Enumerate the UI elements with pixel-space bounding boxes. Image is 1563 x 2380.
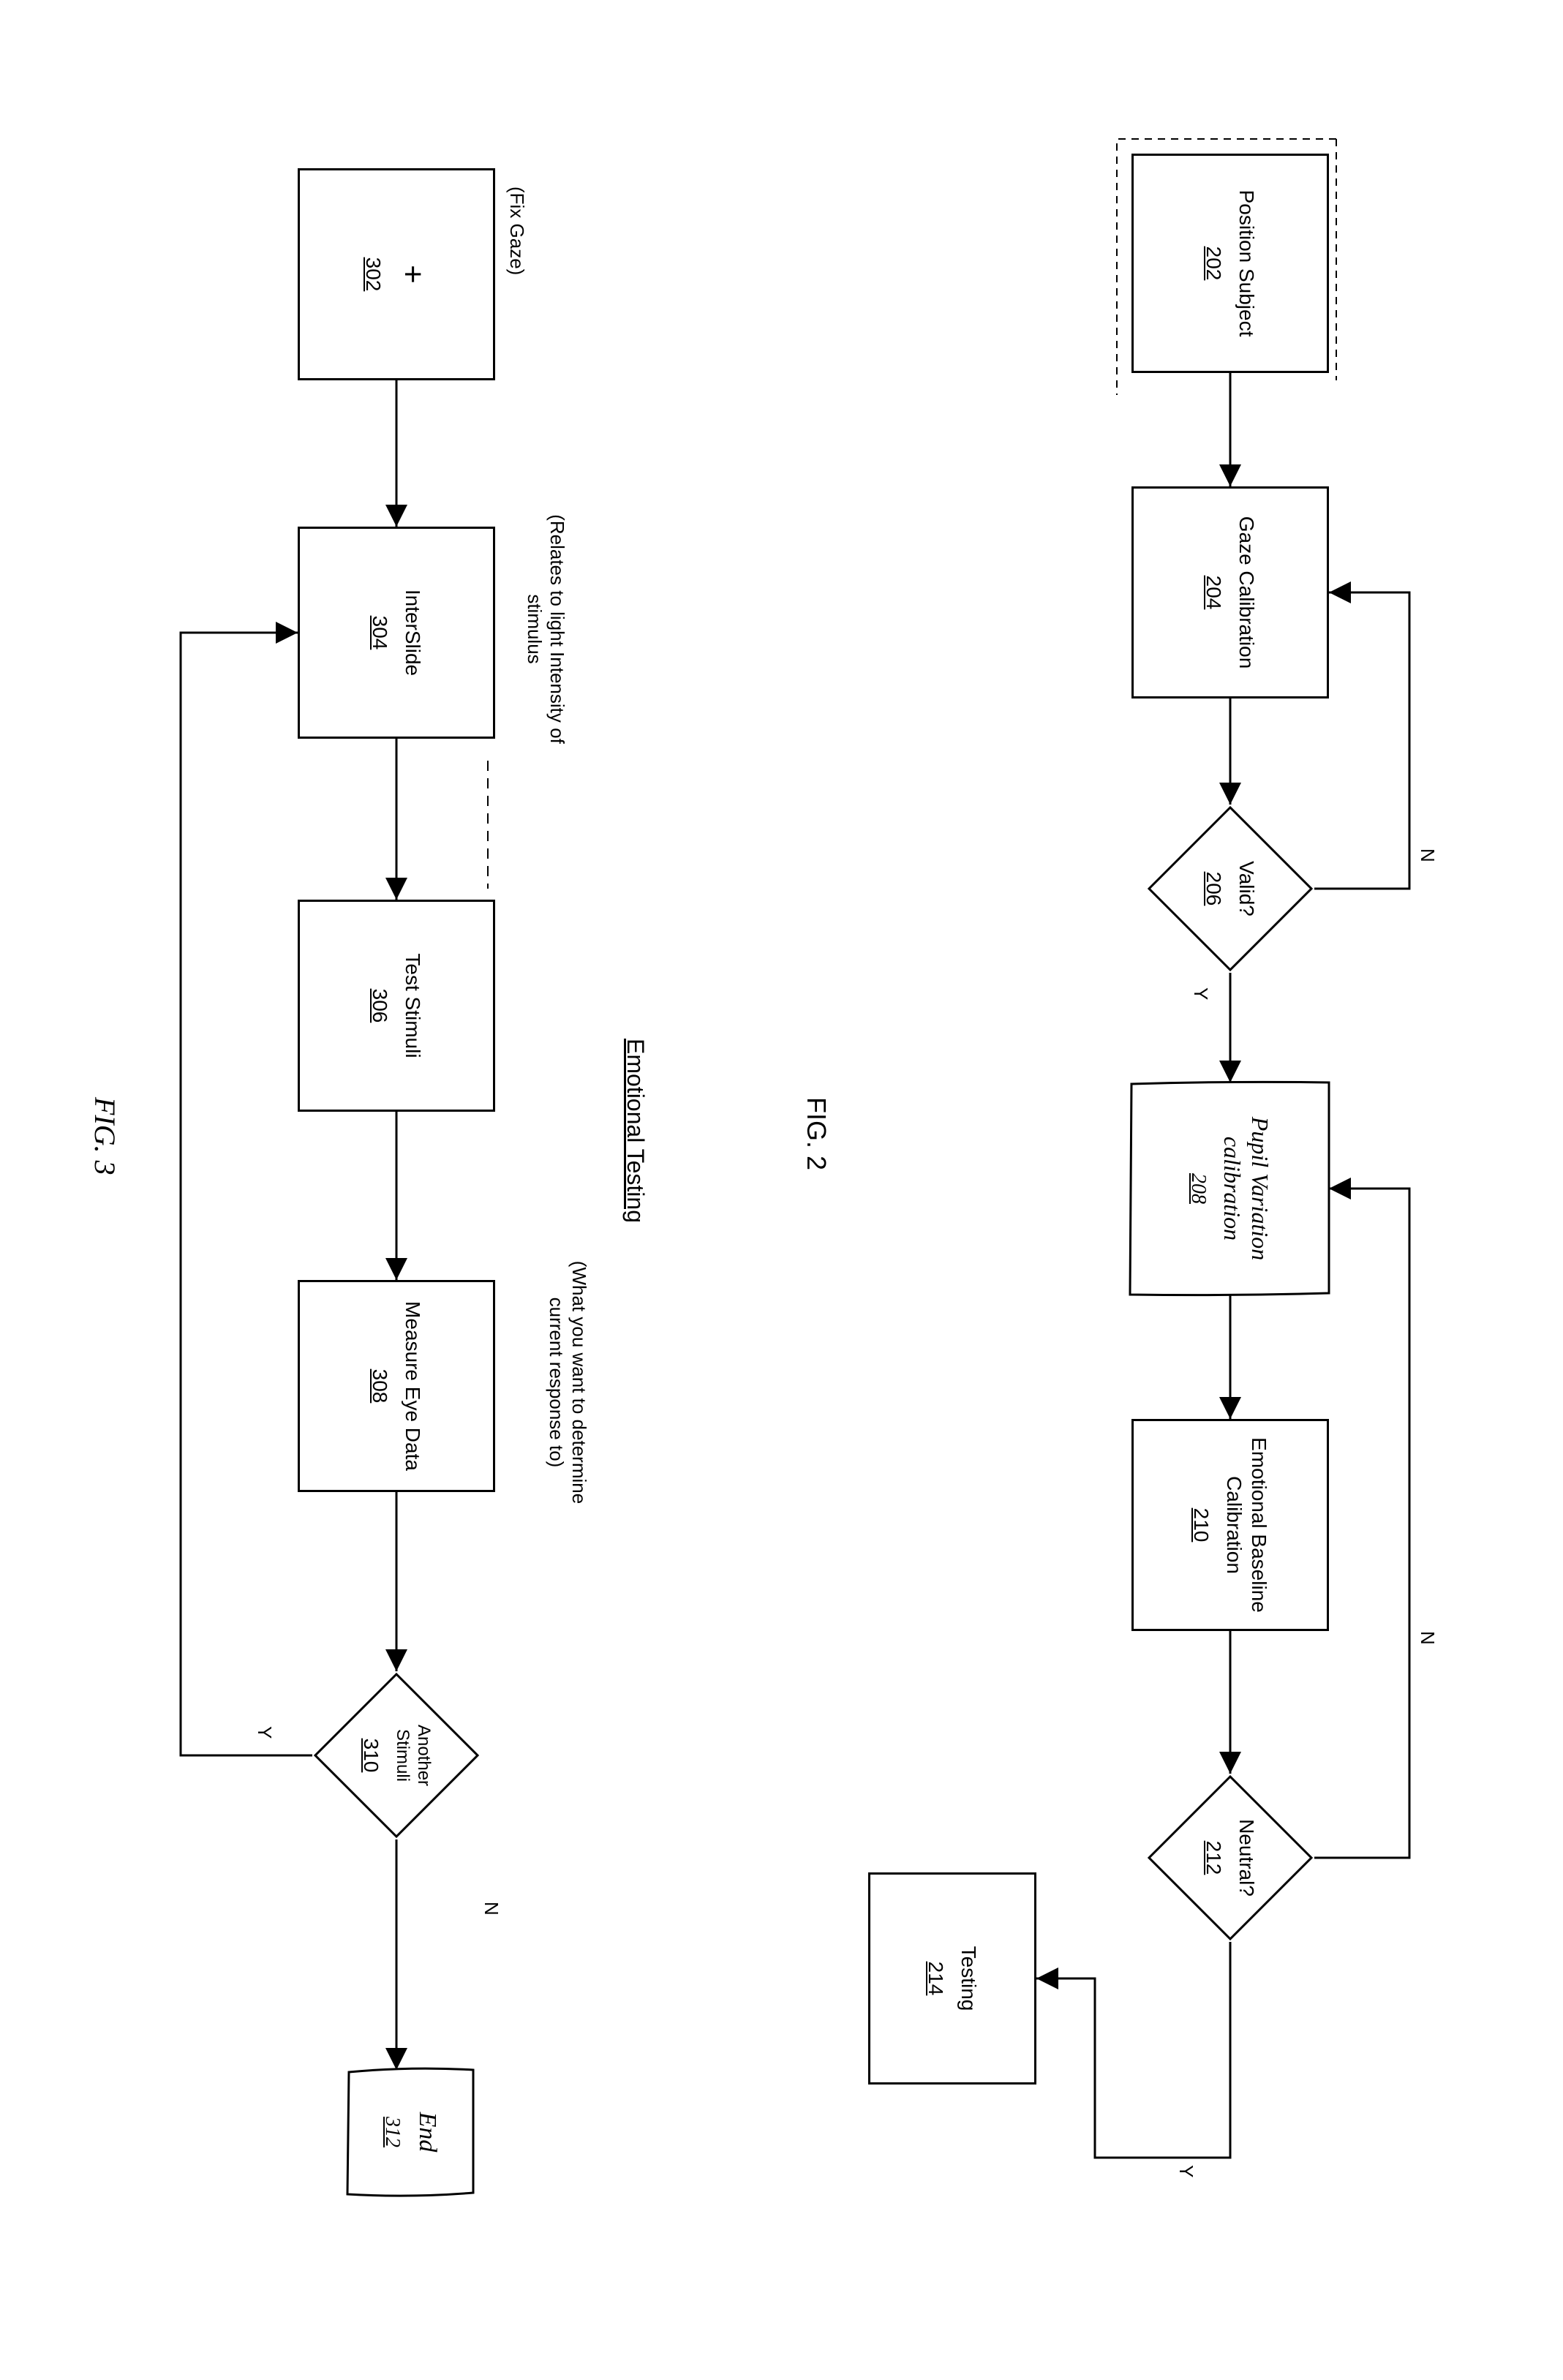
- node-number: 212: [1202, 1841, 1225, 1875]
- annot-light-intensity: (Relates to light Intensity of stimulus: [523, 512, 568, 746]
- fig3-title: Emotional Testing: [622, 1039, 649, 1223]
- node-number: 210: [1189, 1508, 1213, 1543]
- node-number: 308: [368, 1369, 391, 1404]
- node-number: 204: [1202, 576, 1225, 610]
- fig3-label: FIG. 3: [88, 1097, 122, 1175]
- node-label: Position Subject: [1234, 190, 1259, 337]
- node-pupil-variation: Pupil Variation calibration 208: [1131, 1082, 1329, 1295]
- node-number: 302: [361, 257, 385, 292]
- page-canvas: Position Subject 202 Gaze Calibration 20…: [0, 0, 1563, 2380]
- annot-fix-gaze: (Fix Gaze): [505, 187, 528, 275]
- edge-label-y: Y: [1175, 2165, 1197, 2177]
- node-label: Pupil Variation calibration: [1219, 1090, 1275, 1287]
- node-label: End: [413, 2112, 442, 2153]
- node-number: 304: [368, 616, 391, 650]
- node-valid-decision: Valid? 206: [1172, 830, 1289, 947]
- node-fix-gaze: + 302: [298, 168, 495, 380]
- node-label: Test Stimuli: [400, 953, 425, 1058]
- node-label: Gaze Calibration: [1234, 516, 1259, 669]
- node-neutral-decision: Neutral? 212: [1172, 1799, 1289, 1916]
- node-label: Emotional Baseline Calibration: [1221, 1428, 1270, 1622]
- node-number: 214: [924, 1962, 947, 1996]
- node-position-subject: Position Subject 202: [1131, 154, 1329, 373]
- edge-label-y: Y: [253, 1726, 276, 1739]
- node-testing: Testing 214: [868, 1872, 1036, 2085]
- edge-label-y: Y: [1189, 987, 1212, 1000]
- node-emotional-baseline: Emotional Baseline Calibration 210: [1131, 1419, 1329, 1631]
- node-number: 208: [1186, 1173, 1210, 1204]
- node-number: 306: [368, 989, 391, 1023]
- edge-label-n: N: [480, 1902, 502, 1916]
- node-label: +: [393, 265, 432, 284]
- node-number: 206: [1202, 872, 1225, 906]
- fig2-label: FIG. 2: [801, 1097, 832, 1170]
- node-test-stimuli: Test Stimuli 306: [298, 900, 495, 1112]
- node-label: Valid?: [1234, 861, 1259, 916]
- node-label: Another Stimuli: [391, 1697, 434, 1814]
- edge-label-n: N: [1416, 1631, 1439, 1645]
- node-label: Neutral?: [1234, 1819, 1259, 1897]
- edge-label-n: N: [1416, 848, 1439, 862]
- annot-response-to: (What you want to determine current resp…: [545, 1243, 590, 1521]
- node-label: Measure Eye Data: [400, 1301, 425, 1471]
- node-end: End 312: [349, 2070, 473, 2194]
- node-gaze-calibration: Gaze Calibration 204: [1131, 486, 1329, 698]
- node-number: 310: [359, 1739, 383, 1773]
- node-number: 312: [380, 2117, 404, 2147]
- node-label: Testing: [956, 1946, 981, 2011]
- node-interslide: InterSlide 304: [298, 527, 495, 739]
- node-number: 202: [1202, 246, 1225, 281]
- node-another-stimuli-decision: Another Stimuli 310: [338, 1697, 455, 1814]
- node-label: InterSlide: [400, 590, 425, 676]
- node-measure-eye-data: Measure Eye Data 308: [298, 1280, 495, 1492]
